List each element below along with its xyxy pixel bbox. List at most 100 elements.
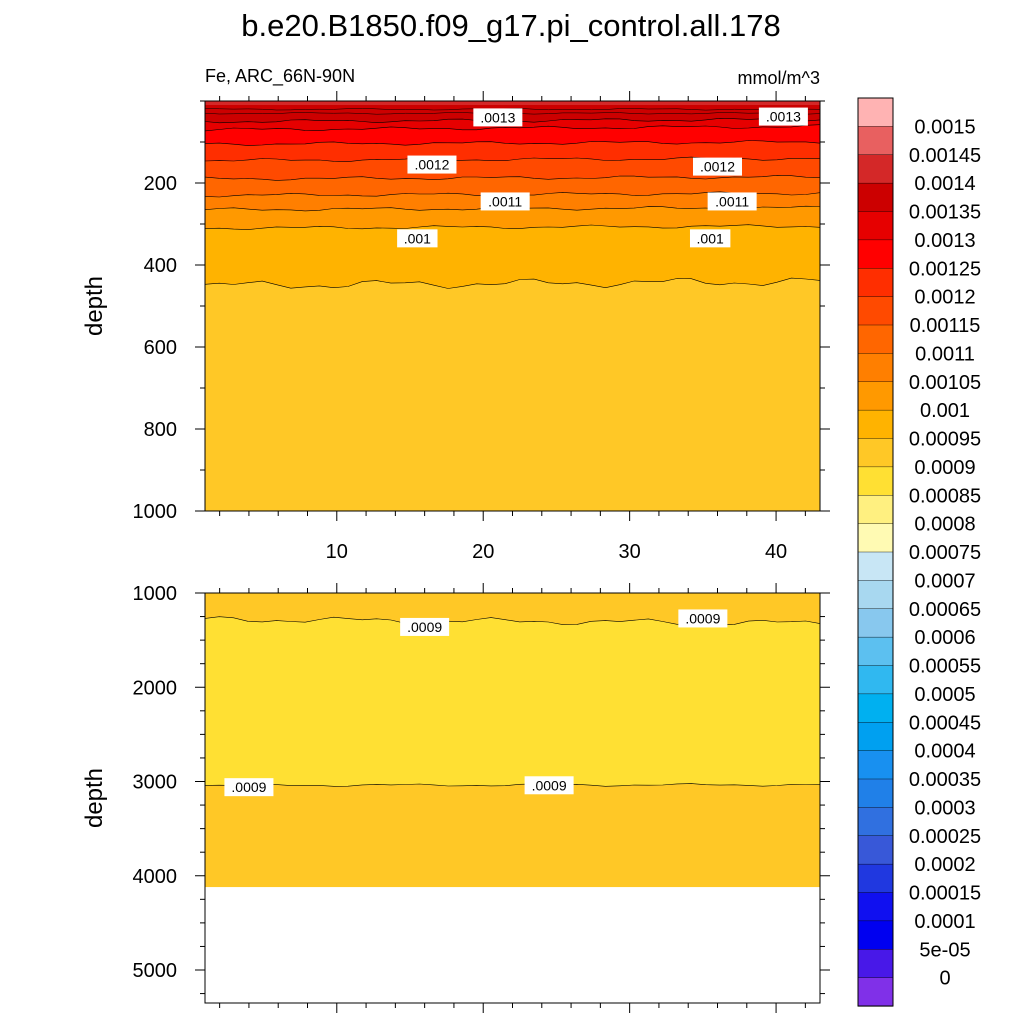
- upper-contour-label-5: .0011: [715, 193, 749, 209]
- lower-contour-label-bg-3: [524, 776, 574, 795]
- upper-ytick-label-3: 800: [144, 419, 177, 441]
- colorbar-label-21: 0.00045: [909, 712, 981, 734]
- upper-contour-2: [205, 140, 820, 146]
- lower-panel: .0009 .0009 .0009 .0009 1000 2000 3000 4000 5000…: [81, 583, 830, 1013]
- colorbar-label-22: 0.0004: [914, 741, 975, 763]
- lower-contour-label-bg-2: [224, 778, 274, 797]
- upper-contour-1: [205, 124, 820, 132]
- upper-ylabel: depth: [81, 276, 108, 336]
- upper-xtick-label-2: 30: [619, 541, 641, 563]
- colorbar-swatch-28: [857, 892, 894, 922]
- colorbar-label-29: 5e-05: [919, 939, 970, 961]
- lower-ytick-label-2: 3000: [133, 772, 178, 794]
- colorbar-label-7: 0.00115: [910, 315, 981, 337]
- colorbar-swatch-19: [857, 636, 894, 667]
- colorbar-swatch-31: [857, 977, 894, 1007]
- colorbar-label-23: 0.00035: [909, 769, 981, 791]
- upper-xtick-label-1: 20: [472, 541, 494, 563]
- colorbar-swatch-14: [857, 495, 894, 525]
- colorbar-swatch-7: [857, 296, 894, 326]
- lower-contour-label-3: .0009: [532, 777, 567, 793]
- colorbar-label-6: 0.0012: [914, 287, 975, 309]
- colorbar-label-9: 0.00105: [909, 372, 981, 394]
- colorbar-label-30: 0: [939, 968, 950, 990]
- colorbar-swatch-30: [857, 949, 894, 979]
- lower-contour-label-2: .0009: [231, 779, 266, 795]
- upper-contour-label-7: .001: [697, 230, 724, 246]
- upper-contour-7: [205, 224, 820, 230]
- lower-ylabel: depth: [81, 768, 108, 828]
- colorbar-label-5: 0.00125: [909, 258, 981, 280]
- colorbar-label-24: 0.0003: [914, 797, 975, 819]
- colorbar-label-14: 0.0008: [914, 514, 975, 536]
- lower-ytick-label-4: 5000: [133, 960, 178, 982]
- lower-contour-label-bg-0: [400, 617, 450, 636]
- upper-contour-label-2: .0012: [414, 157, 449, 173]
- upper-contour-label-bg-0: [473, 108, 523, 127]
- colorbar-label-18: 0.0006: [914, 627, 975, 649]
- upper-ytick-label-4: 1000: [133, 501, 178, 523]
- colorbar-swatch-22: [857, 722, 894, 752]
- colorbar-label-28: 0.0001: [914, 911, 975, 933]
- colorbar-swatch-5: [857, 239, 894, 269]
- upper-ytick-label-2: 600: [144, 337, 177, 359]
- colorbar-swatch-15: [857, 523, 894, 553]
- colorbar-swatch-23: [857, 750, 894, 780]
- colorbar-label-15: 0.00075: [909, 542, 981, 564]
- upper-contour-label-bg-5: [707, 192, 757, 211]
- colorbar-label-8: 0.0011: [915, 343, 975, 365]
- lower-contour-label-1: .0009: [685, 610, 720, 626]
- colorbar-swatch-29: [857, 920, 894, 950]
- colorbar-label-11: 0.00095: [909, 429, 981, 451]
- colorbar-swatch-12: [857, 438, 894, 468]
- upper-contour-label-bg-3: [693, 157, 742, 176]
- colorbar-swatch-10: [857, 381, 894, 411]
- colorbar-label-12: 0.0009: [914, 457, 975, 479]
- upper-contour-label-4: .0011: [488, 193, 522, 209]
- colorbar-label-1: 0.00145: [909, 145, 981, 167]
- colorbar-swatch-9: [857, 353, 894, 383]
- colorbar-swatch-26: [857, 835, 894, 865]
- upper-contour-label-bg-2: [407, 155, 457, 174]
- colorbar-swatch-1: [857, 126, 894, 156]
- lower-ytick-label-3: 4000: [133, 866, 178, 888]
- colorbar-swatch-0: [857, 97, 894, 127]
- upper-contour-label-bg-4: [480, 192, 530, 211]
- variable-label: Fe, ARC_66N-90N: [205, 66, 355, 87]
- colorbar-swatch-16: [857, 551, 894, 581]
- lower-contour-label-0: .0009: [407, 619, 442, 635]
- upper-contour-label-6: .001: [404, 230, 431, 246]
- colorbar-swatch-3: [857, 182, 894, 213]
- colorbar-label-2: 0.0014: [914, 173, 975, 195]
- colorbar: 0.0015 0.00145 0.0014 0.00135 0.0013 0.00125 0…: [857, 97, 981, 1007]
- upper-ytick-label-1: 400: [144, 255, 177, 277]
- lower-ytick-label-0: 1000: [133, 583, 178, 605]
- colorbar-label-10: 0.001: [920, 400, 970, 422]
- colorbar-swatch-25: [857, 807, 894, 837]
- colorbar-label-0: 0.0015: [914, 116, 975, 138]
- colorbar-label-13: 0.00085: [909, 485, 981, 507]
- colorbar-swatch-27: [857, 863, 894, 894]
- colorbar-swatch-18: [857, 608, 894, 638]
- colorbar-swatch-11: [857, 409, 894, 440]
- colorbar-swatch-17: [857, 580, 894, 610]
- colorbar-label-27: 0.00015: [909, 883, 981, 905]
- colorbar-label-19: 0.00055: [909, 656, 981, 678]
- colorbar-label-20: 0.0005: [914, 684, 975, 706]
- upper-contour-label-bg-7: [689, 229, 731, 248]
- lower-fill-middle: [205, 616, 820, 787]
- colorbar-label-25: 0.00025: [909, 826, 981, 848]
- upper-contour-label-1: .0013: [766, 109, 801, 125]
- upper-xtick-label-3: 40: [765, 541, 787, 563]
- upper-top-strip: [205, 101, 820, 105]
- upper-ytick-label-0: 200: [144, 173, 177, 195]
- colorbar-swatch-21: [857, 693, 894, 723]
- lower-contour-label-bg-1: [678, 609, 728, 628]
- colorbar-label-4: 0.0013: [914, 230, 975, 252]
- upper-contour-4: [205, 174, 820, 181]
- figure-title: b.e20.B1850.f09_g17.pi_control.all.178: [241, 8, 781, 43]
- colorbar-swatch-4: [857, 211, 894, 241]
- colorbar-swatch-20: [857, 665, 894, 695]
